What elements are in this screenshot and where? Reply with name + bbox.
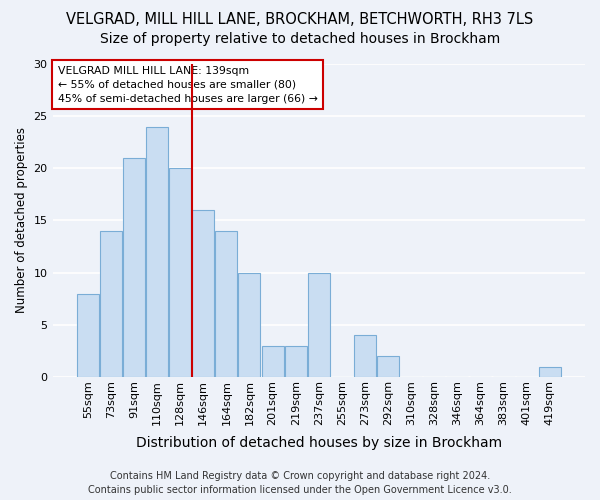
Bar: [238, 272, 260, 377]
Bar: [192, 210, 214, 377]
Bar: [354, 336, 376, 377]
Bar: [377, 356, 399, 377]
Text: VELGRAD MILL HILL LANE: 139sqm
← 55% of detached houses are smaller (80)
45% of : VELGRAD MILL HILL LANE: 139sqm ← 55% of …: [58, 66, 318, 104]
Bar: [100, 231, 122, 377]
Y-axis label: Number of detached properties: Number of detached properties: [15, 128, 28, 314]
Bar: [123, 158, 145, 377]
Bar: [308, 272, 330, 377]
X-axis label: Distribution of detached houses by size in Brockham: Distribution of detached houses by size …: [136, 436, 502, 450]
Text: Size of property relative to detached houses in Brockham: Size of property relative to detached ho…: [100, 32, 500, 46]
Bar: [169, 168, 191, 377]
Bar: [77, 294, 98, 377]
Bar: [146, 126, 168, 377]
Text: VELGRAD, MILL HILL LANE, BROCKHAM, BETCHWORTH, RH3 7LS: VELGRAD, MILL HILL LANE, BROCKHAM, BETCH…: [67, 12, 533, 28]
Bar: [215, 231, 238, 377]
Bar: [284, 346, 307, 377]
Bar: [262, 346, 284, 377]
Bar: [539, 366, 561, 377]
Text: Contains HM Land Registry data © Crown copyright and database right 2024.
Contai: Contains HM Land Registry data © Crown c…: [88, 471, 512, 495]
